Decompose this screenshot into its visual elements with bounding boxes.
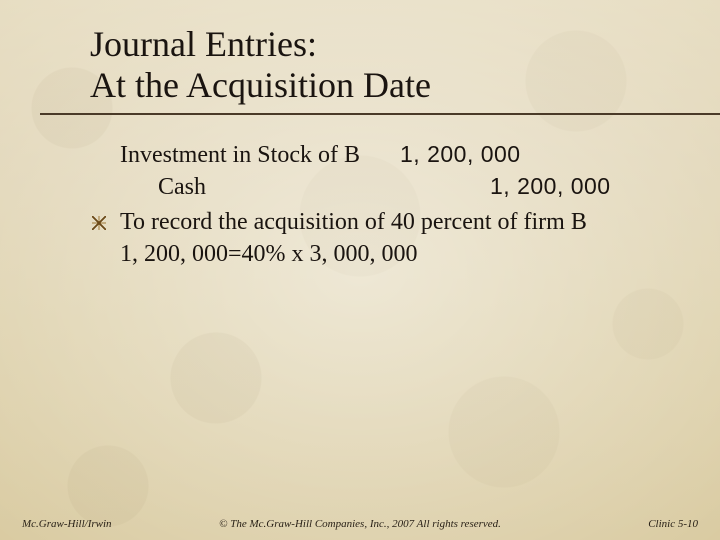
description-text: To record the acquisition of 40 percent … [120, 206, 587, 271]
slide-title: Journal Entries: At the Acquisition Date [90, 24, 680, 107]
title-line-1: Journal Entries: [90, 24, 317, 64]
debit-row: Investment in Stock of B 1, 200, 000 [120, 139, 680, 171]
footer-right: Clinic 5-10 [648, 518, 698, 530]
slide-footer: Mc.Graw-Hill/Irwin © The Mc.Graw-Hill Co… [0, 518, 720, 530]
credit-amount: 1, 200, 000 [490, 171, 640, 202]
description-line-2: 1, 200, 000=40% x 3, 000, 000 [120, 241, 418, 267]
footer-center: © The Mc.Graw-Hill Companies, Inc., 2007… [219, 518, 501, 530]
footer-left: Mc.Graw-Hill/Irwin [22, 518, 112, 530]
title-line-2: At the Acquisition Date [90, 65, 431, 105]
debit-account: Investment in Stock of B [120, 139, 400, 171]
asterisk-bullet-icon [90, 214, 108, 232]
slide-content: Journal Entries: At the Acquisition Date… [0, 0, 720, 540]
description-line-1: To record the acquisition of 40 percent … [120, 209, 587, 235]
credit-row: Cash 1, 200, 000 [120, 171, 680, 203]
description-block: To record the acquisition of 40 percent … [90, 206, 680, 271]
title-underline [40, 113, 720, 115]
journal-entry: Investment in Stock of B 1, 200, 000 Cas… [120, 139, 680, 271]
credit-account: Cash [120, 171, 400, 203]
debit-amount: 1, 200, 000 [400, 139, 550, 170]
